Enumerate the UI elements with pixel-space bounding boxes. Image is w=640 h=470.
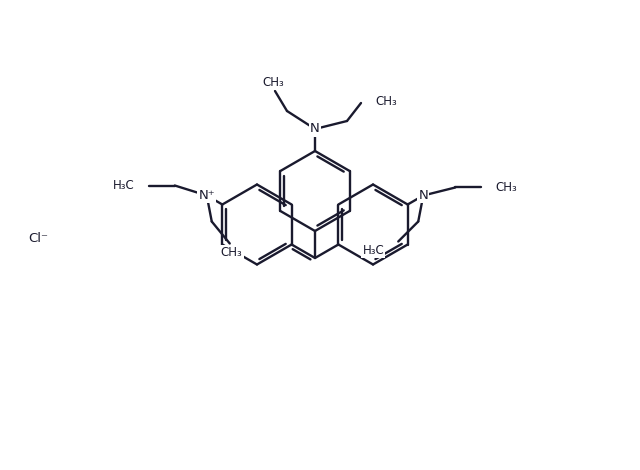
Text: CH₃: CH₃ — [495, 181, 517, 194]
Text: N: N — [419, 189, 428, 202]
Text: H₃C: H₃C — [113, 179, 135, 192]
Text: CH₃: CH₃ — [375, 94, 397, 108]
Text: N⁺: N⁺ — [198, 189, 215, 202]
Text: CH₃: CH₃ — [221, 246, 243, 259]
Text: N: N — [310, 123, 320, 135]
Text: Cl⁻: Cl⁻ — [28, 232, 48, 244]
Text: CH₃: CH₃ — [262, 76, 284, 88]
Text: H₃C: H₃C — [362, 244, 384, 257]
